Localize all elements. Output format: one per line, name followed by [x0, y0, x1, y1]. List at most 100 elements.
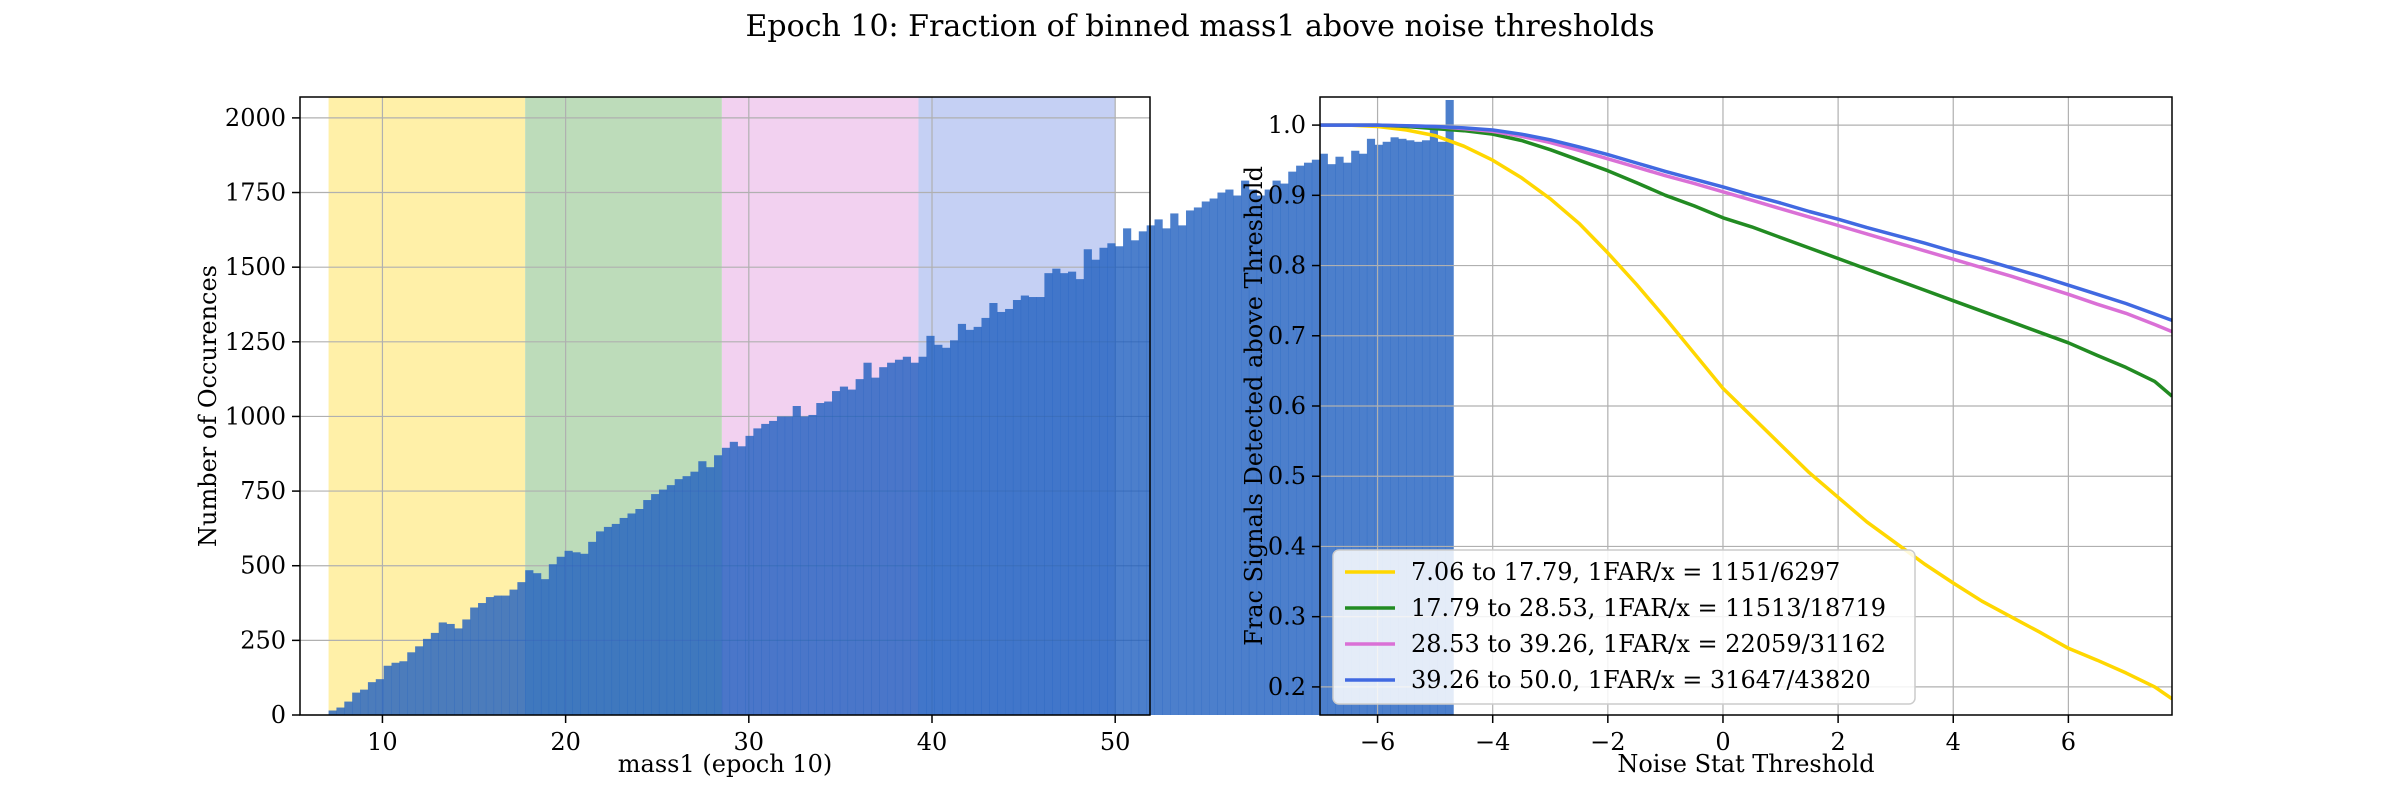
series-line-4	[1320, 123, 2172, 322]
histogram-bar	[1209, 198, 1218, 715]
histogram-bar	[808, 414, 817, 715]
histogram-bar	[926, 335, 935, 715]
histogram-bar	[1437, 141, 1446, 716]
histogram-bar	[1366, 138, 1376, 715]
histogram-bar	[1421, 140, 1431, 715]
y-tick-label: 1.0	[1268, 111, 1306, 139]
histogram-bar	[1099, 247, 1108, 715]
legend: 7.06 to 17.79, 1FAR/x = 1151/6297 17.79 t…	[1332, 549, 1916, 705]
histogram-bar	[548, 564, 557, 715]
histogram-bar	[918, 356, 927, 715]
histogram-bar	[470, 607, 479, 715]
legend-label-3: 28.53 to 39.26, 1FAR/x = 22059/31162	[1411, 630, 1886, 658]
y-tick-label: 1000	[225, 402, 286, 430]
histogram-bar	[816, 403, 825, 715]
histogram-bar	[1201, 201, 1210, 716]
histogram-bar	[855, 379, 864, 715]
histogram-bar	[517, 582, 526, 715]
y-tick-label: 0.8	[1268, 252, 1306, 280]
histogram-bar	[1036, 297, 1045, 715]
x-tick-label: 20	[550, 728, 581, 756]
histogram-bar	[1178, 225, 1187, 715]
y-axis-label: Frac Signals Detected above Threshold	[1240, 166, 1268, 646]
histogram-bar	[1075, 279, 1085, 715]
x-tick-label: 40	[917, 728, 948, 756]
histogram-bar	[910, 362, 919, 715]
histogram-bar	[478, 603, 487, 715]
histogram-bar	[572, 552, 581, 715]
histogram-bar	[761, 423, 770, 715]
legend-label-2: 17.79 to 28.53, 1FAR/x = 11513/18719	[1411, 594, 1886, 622]
histogram-bar	[950, 340, 959, 715]
histogram-bar	[1233, 195, 1242, 716]
histogram-bar	[328, 710, 337, 715]
y-tick-label: 0.4	[1268, 532, 1306, 560]
histogram-bar	[1256, 195, 1265, 716]
histogram-bar	[690, 471, 699, 715]
y-axis-label: Number of Occurences	[194, 265, 222, 547]
histogram-bar	[1052, 268, 1061, 715]
histogram-bar	[360, 689, 369, 715]
figure-title: Epoch 10: Fraction of binned mass1 above…	[746, 9, 1655, 44]
series-line-2	[1320, 123, 2172, 398]
histogram-bar	[1414, 141, 1423, 716]
histogram-bar	[965, 329, 974, 715]
x-tick-label: −4	[1475, 728, 1510, 756]
histogram-bar	[1343, 162, 1352, 715]
histogram-bar	[1296, 165, 1305, 715]
histogram-bar	[533, 573, 542, 715]
x-tick-label: −2	[1590, 728, 1625, 756]
histogram-bar	[1138, 231, 1147, 715]
x-axis-label: mass1 (epoch 10)	[618, 750, 832, 778]
histogram-bar	[375, 679, 384, 715]
histogram-bar	[1115, 246, 1124, 715]
histogram-bar	[336, 707, 345, 715]
histogram-bar	[399, 661, 408, 715]
histogram-bar	[997, 311, 1006, 715]
histogram-bar	[1359, 153, 1368, 716]
histogram-bar	[1044, 273, 1053, 715]
histogram-bar	[1406, 140, 1415, 715]
histogram-bar	[1280, 183, 1289, 715]
histogram-bar	[792, 406, 801, 715]
histogram-bar	[1123, 228, 1132, 716]
histogram-bar	[839, 386, 849, 715]
histogram-bar	[753, 428, 762, 715]
histogram-bar	[729, 441, 738, 715]
y-tick-label: 1500	[225, 253, 286, 281]
histogram-bar	[367, 682, 377, 715]
series-line-1	[1320, 123, 2172, 701]
histogram-bar	[651, 494, 660, 715]
y-tick-label: 1750	[225, 179, 286, 207]
histogram-bar	[1327, 164, 1336, 715]
y-tick-label: 500	[240, 552, 286, 580]
histogram-bar	[1012, 300, 1022, 715]
histogram-bar	[989, 303, 998, 715]
histogram-bar	[1005, 308, 1014, 715]
histogram-bar	[847, 389, 856, 715]
legend-label-4: 39.26 to 50.0, 1FAR/x = 31647/43820	[1411, 666, 1871, 694]
histogram-bar	[1162, 228, 1171, 716]
histogram-bar	[745, 435, 754, 715]
x-tick-label: 4	[1946, 728, 1961, 756]
histogram-bar	[1248, 189, 1258, 715]
histogram-bar	[1028, 297, 1037, 715]
histogram-bar	[485, 597, 495, 715]
histogram-bar	[769, 420, 778, 715]
histogram-bar	[1311, 159, 1321, 715]
histogram-bar	[1020, 295, 1029, 715]
y-tick-label: 0.6	[1268, 392, 1306, 420]
x-tick-label: 0	[1715, 728, 1730, 756]
histogram-bar	[501, 595, 510, 715]
histogram-bar	[1374, 144, 1383, 715]
histogram-bar	[863, 362, 872, 715]
legend-box	[1332, 549, 1916, 705]
histogram-bar	[383, 665, 392, 715]
histogram-bar	[832, 391, 841, 715]
histogram-bar	[1264, 189, 1273, 715]
histogram-bar	[509, 589, 518, 715]
histogram-bar	[407, 652, 416, 715]
y-tick-label: 0.3	[1268, 603, 1306, 631]
histogram-bar	[493, 595, 502, 715]
histogram-bar	[714, 455, 723, 715]
